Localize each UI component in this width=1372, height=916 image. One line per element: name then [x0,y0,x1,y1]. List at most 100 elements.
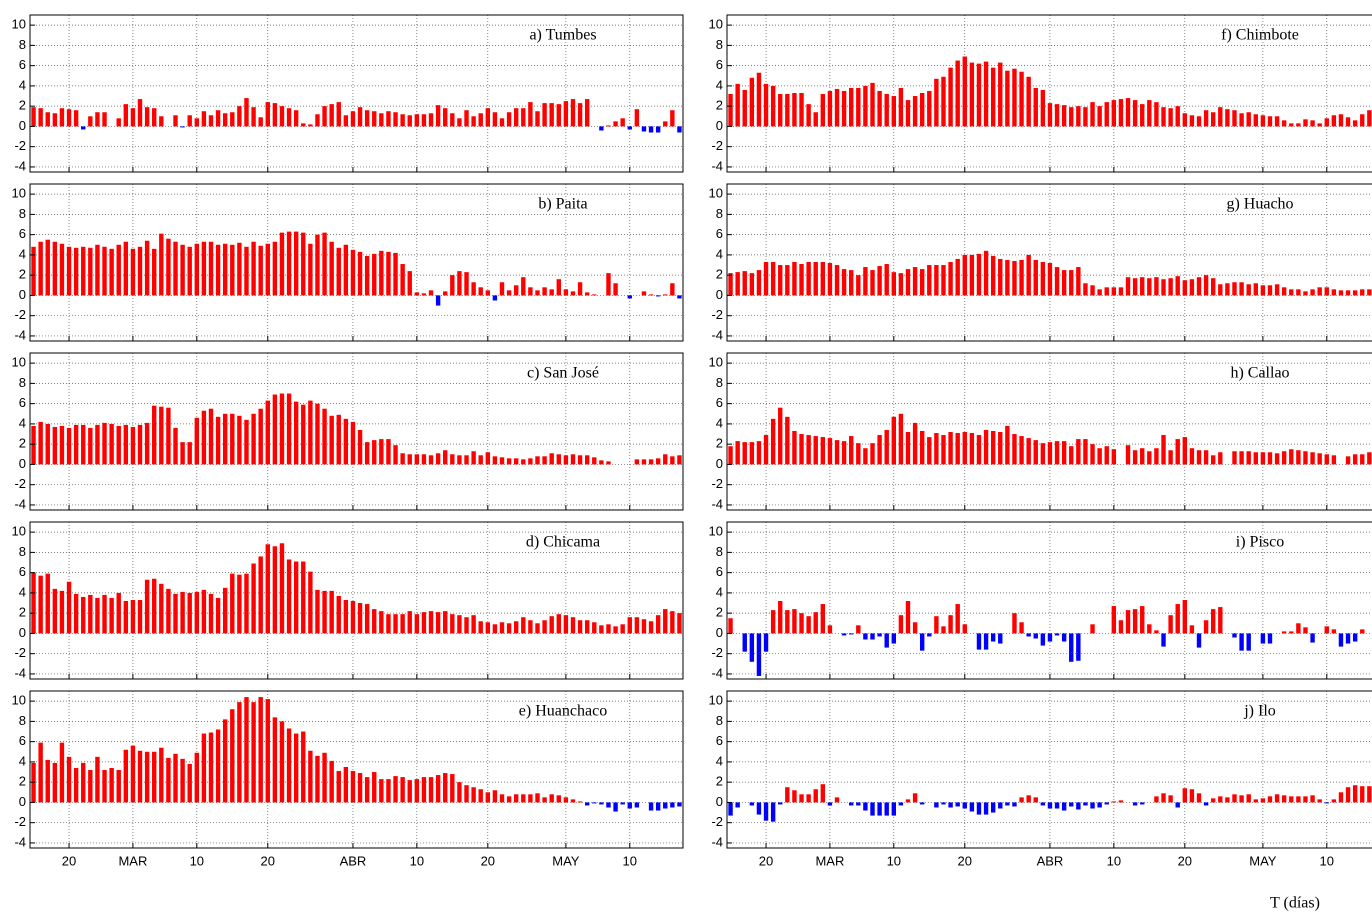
y-tick-label: -2 [711,138,723,153]
bar [194,243,199,296]
x-tick-label: 10 [623,853,637,868]
bar [763,83,769,127]
bar [137,99,143,127]
bar [322,590,327,634]
bar [528,287,533,296]
bar [912,793,918,803]
bar [38,742,43,803]
bar [927,437,932,465]
bar [478,789,483,803]
bar [1083,439,1088,465]
plot-frame [29,352,684,511]
bar [976,435,982,465]
bar [1147,451,1152,465]
y-tick-label: 8 [19,37,26,52]
bar [955,802,960,807]
bar [799,613,804,634]
y-tick-label: -4 [711,327,723,342]
bar [542,456,547,465]
bar [152,751,157,803]
bar [1260,798,1266,803]
bar [584,802,590,806]
bar [756,441,762,465]
bar [1132,278,1138,296]
bar [1345,787,1351,803]
bar [549,103,554,127]
bar [983,61,989,127]
x-tick-label: 20 [481,853,495,868]
bar [45,112,50,127]
bar [641,619,647,634]
bar [159,116,164,127]
bar [166,757,171,803]
bar [1296,450,1301,465]
bar [414,454,420,465]
bar [421,777,427,803]
bar [336,102,341,127]
bar [379,779,384,803]
bar [66,109,72,127]
y-tick-label: -2 [14,476,26,491]
bar [976,802,982,815]
bar [81,246,86,296]
bar [230,573,235,634]
bar [1367,289,1372,296]
plot-frame [726,183,1372,342]
bar [941,802,946,805]
bar [308,750,313,803]
bar [1196,633,1202,648]
bar [934,265,939,296]
bar [443,291,448,296]
bar [983,250,989,296]
bar [799,434,804,465]
panel-title: e) Huanchaco [519,703,607,720]
bar [357,107,363,127]
bar [393,614,398,634]
bar [1246,451,1251,465]
bar [1310,633,1315,643]
bar [450,454,455,465]
bar [1019,71,1024,127]
bar [258,408,263,465]
bar [648,802,654,811]
bar [577,103,583,127]
bar [570,291,576,296]
bar [123,601,129,634]
bar [1026,254,1031,296]
bar [891,96,896,127]
y-tick-label: 6 [19,226,26,241]
bar [329,760,334,803]
bar [514,794,519,803]
bar [308,243,313,296]
plot-area [727,184,1372,341]
bar [962,624,967,634]
bar [570,454,576,465]
panel-title: a) Tumbes [529,27,596,44]
bar [59,108,65,127]
bar [1303,451,1308,465]
bar [293,401,299,465]
bar [1260,285,1266,296]
bar [912,267,918,296]
bar [592,622,597,634]
bar [159,233,164,296]
bar [549,616,554,634]
bar [934,802,939,808]
bar [506,458,512,465]
y-tick-label: -4 [14,496,26,511]
bar [1054,267,1060,296]
bar [52,426,58,465]
bar [1140,104,1145,127]
bar [73,593,79,634]
bar [570,99,576,127]
bar [485,290,491,296]
bar [73,767,79,803]
plot-content [30,691,683,848]
bar [364,442,370,465]
bar [471,787,476,803]
bar [1118,287,1124,296]
bar [1267,285,1273,296]
bar [613,283,618,296]
